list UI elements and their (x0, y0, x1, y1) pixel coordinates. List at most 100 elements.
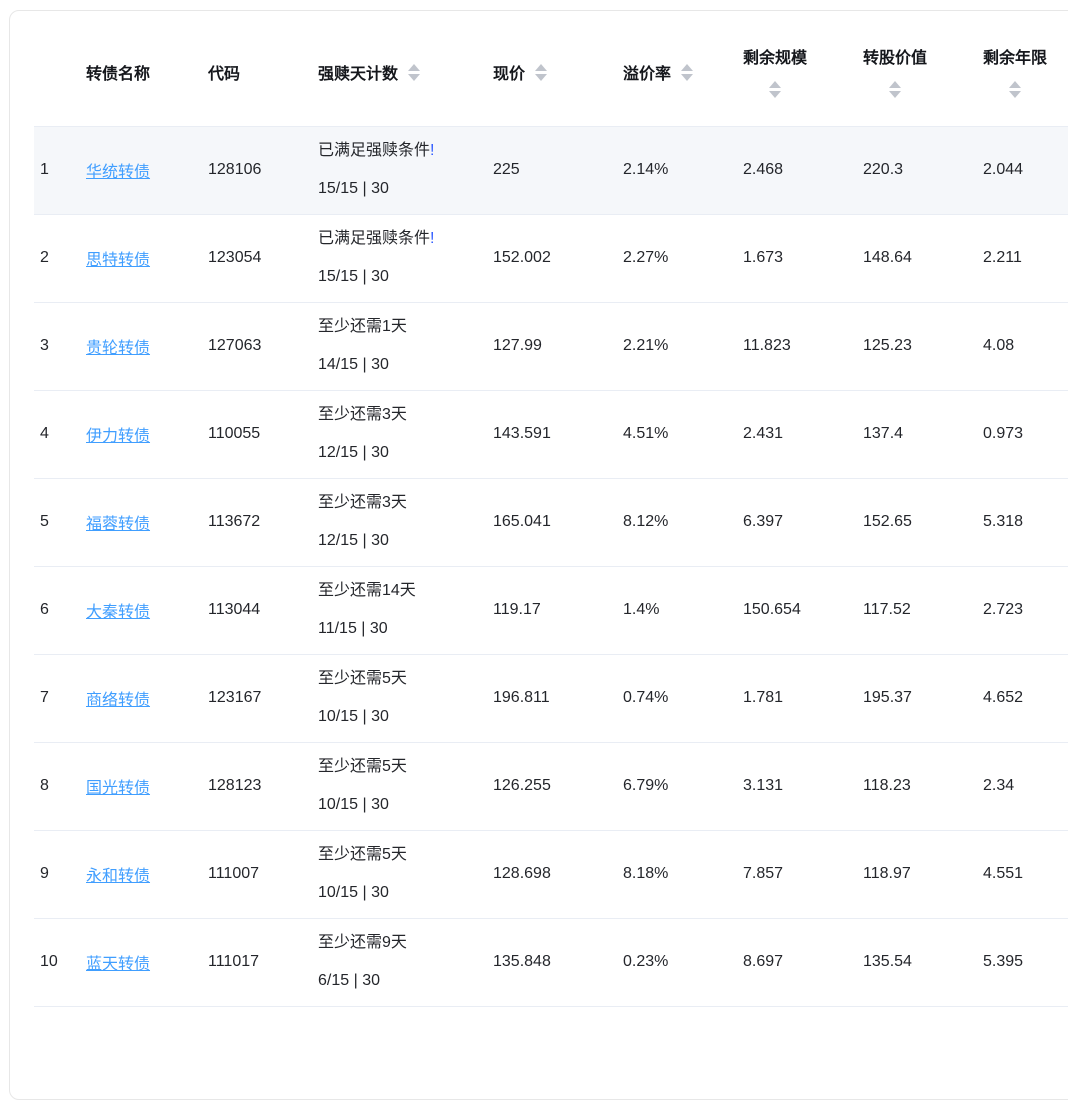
sort-icon[interactable] (535, 63, 548, 81)
remaining-size: 3.131 (731, 742, 851, 831)
row-index: 1 (34, 126, 74, 215)
sort-icon[interactable] (769, 80, 781, 98)
sort-icon[interactable] (1009, 80, 1021, 98)
conversion-value: 135.54 (851, 918, 971, 1007)
redeem-day-count: 15/15 | 30 (318, 268, 389, 285)
bond-name-link[interactable]: 永和转债 (86, 868, 151, 885)
remaining-years: 0.973 (971, 390, 1068, 479)
conversion-value: 137.4 (851, 390, 971, 479)
row-index: 3 (34, 302, 74, 391)
premium-rate: 4.51% (611, 390, 731, 479)
current-price: 196.811 (481, 654, 611, 743)
column-header-years[interactable]: 剩余年限 (971, 19, 1068, 127)
column-header-price[interactable]: 现价 (481, 19, 611, 127)
sort-icon[interactable] (681, 63, 694, 81)
conversion-value: 125.23 (851, 302, 971, 391)
sort-descending-icon[interactable] (769, 90, 781, 98)
redeem-status-label: 至少还需1天 (318, 318, 407, 335)
bond-name-link[interactable]: 贵轮转债 (86, 340, 151, 357)
row-index: 7 (34, 654, 74, 743)
redeem-day-count: 12/15 | 30 (318, 532, 389, 549)
sort-ascending-icon[interactable] (681, 63, 694, 71)
bond-code: 111007 (196, 830, 306, 919)
bond-name-link[interactable]: 大秦转债 (86, 604, 151, 621)
sort-descending-icon[interactable] (535, 73, 548, 81)
redeem-countdown-cell: 至少还需3天 12/15 | 30 (306, 390, 481, 479)
bond-name-link[interactable]: 国光转债 (86, 780, 151, 797)
conversion-value: 118.97 (851, 830, 971, 919)
remaining-years: 4.551 (971, 830, 1068, 919)
bond-name-link[interactable]: 思特转债 (86, 252, 151, 269)
redeem-countdown-cell: 已满足强赎条件! 15/15 | 30 (306, 126, 481, 215)
conversion-value: 152.65 (851, 478, 971, 567)
remaining-size: 1.673 (731, 214, 851, 303)
column-label: 现价 (493, 66, 526, 84)
remaining-size: 150.654 (731, 566, 851, 655)
table-row: 6 大秦转债 113044 至少还需14天 11/15 | 30 119.17 1.4% 15… (34, 566, 1068, 655)
remaining-size: 2.468 (731, 126, 851, 215)
remaining-size: 8.697 (731, 918, 851, 1007)
premium-rate: 0.23% (611, 918, 731, 1007)
redeem-status-label: 至少还需14天 (318, 582, 416, 599)
bond-name-cell: 商络转债 (74, 654, 196, 743)
remaining-years: 5.318 (971, 478, 1068, 567)
current-price: 135.848 (481, 918, 611, 1007)
table-row: 7 商络转债 123167 至少还需5天 10/15 | 30 196.811 0.74% 1… (34, 654, 1068, 743)
bond-name-cell: 伊力转债 (74, 390, 196, 479)
remaining-size: 1.781 (731, 654, 851, 743)
current-price: 128.698 (481, 830, 611, 919)
sort-icon[interactable] (408, 63, 421, 81)
sort-icon[interactable] (889, 80, 901, 98)
column-header-size[interactable]: 剩余规模 (731, 19, 851, 127)
table-row: 8 国光转债 128123 至少还需5天 10/15 | 30 126.255 6.79% 3… (34, 742, 1068, 831)
bond-code: 128106 (196, 126, 306, 215)
redeem-countdown-cell: 至少还需9天 6/15 | 30 (306, 918, 481, 1007)
remaining-size: 11.823 (731, 302, 851, 391)
column-header-redeem[interactable]: 强赎天计数 (306, 19, 481, 127)
column-header-name: 转债名称 (74, 19, 196, 127)
remaining-years: 2.723 (971, 566, 1068, 655)
redeem-countdown-cell: 至少还需5天 10/15 | 30 (306, 654, 481, 743)
bond-code: 128123 (196, 742, 306, 831)
remaining-years: 5.395 (971, 918, 1068, 1007)
bond-name-cell: 福蓉转债 (74, 478, 196, 567)
sort-descending-icon[interactable] (1009, 90, 1021, 98)
redeem-status-text: 至少还需1天 (318, 308, 469, 346)
row-index: 10 (34, 918, 74, 1007)
sort-ascending-icon[interactable] (408, 63, 421, 71)
column-header-value[interactable]: 转股价值 (851, 19, 971, 127)
sort-descending-icon[interactable] (889, 90, 901, 98)
bond-name-link[interactable]: 伊力转债 (86, 428, 151, 445)
remaining-years: 2.34 (971, 742, 1068, 831)
sort-ascending-icon[interactable] (889, 80, 901, 88)
conversion-value: 117.52 (851, 566, 971, 655)
redeem-status-text: 至少还需14天 (318, 572, 469, 610)
table-row: 9 永和转债 111007 至少还需5天 10/15 | 30 128.698 8.18% 7… (34, 830, 1068, 919)
bond-table-card: 转债名称 代码 强赎天计数 现价 溢价率 剩余规模 转股价值 剩余年限 1 华统转债 128106… (9, 10, 1068, 1100)
bond-name-cell: 永和转债 (74, 830, 196, 919)
sort-ascending-icon[interactable] (535, 63, 548, 71)
alert-exclamation-mark: ! (430, 230, 435, 247)
sort-descending-icon[interactable] (681, 73, 694, 81)
bond-name-link[interactable]: 华统转债 (86, 164, 151, 181)
redeem-countdown-cell: 至少还需3天 12/15 | 30 (306, 478, 481, 567)
row-index: 8 (34, 742, 74, 831)
bond-name-link[interactable]: 商络转债 (86, 692, 151, 709)
remaining-years: 4.08 (971, 302, 1068, 391)
redeem-day-count: 11/15 | 30 (318, 620, 388, 637)
bond-name-cell: 大秦转债 (74, 566, 196, 655)
redeem-countdown-cell: 至少还需1天 14/15 | 30 (306, 302, 481, 391)
column-header-premium[interactable]: 溢价率 (611, 19, 731, 127)
redeem-status-label: 已满足强赎条件 (318, 142, 431, 159)
sort-ascending-icon[interactable] (1009, 80, 1021, 88)
bond-name-link[interactable]: 蓝天转债 (86, 956, 151, 973)
redeem-status-text: 至少还需9天 (318, 924, 469, 962)
table-row: 3 贵轮转债 127063 至少还需1天 14/15 | 30 127.99 2.21% 11… (34, 302, 1068, 391)
sort-descending-icon[interactable] (408, 73, 421, 81)
current-price: 225 (481, 126, 611, 215)
premium-rate: 2.27% (611, 214, 731, 303)
bond-name-link[interactable]: 福蓉转债 (86, 516, 151, 533)
sort-ascending-icon[interactable] (769, 80, 781, 88)
header-row: 转债名称 代码 强赎天计数 现价 溢价率 剩余规模 转股价值 剩余年限 (34, 19, 1068, 127)
row-index: 6 (34, 566, 74, 655)
